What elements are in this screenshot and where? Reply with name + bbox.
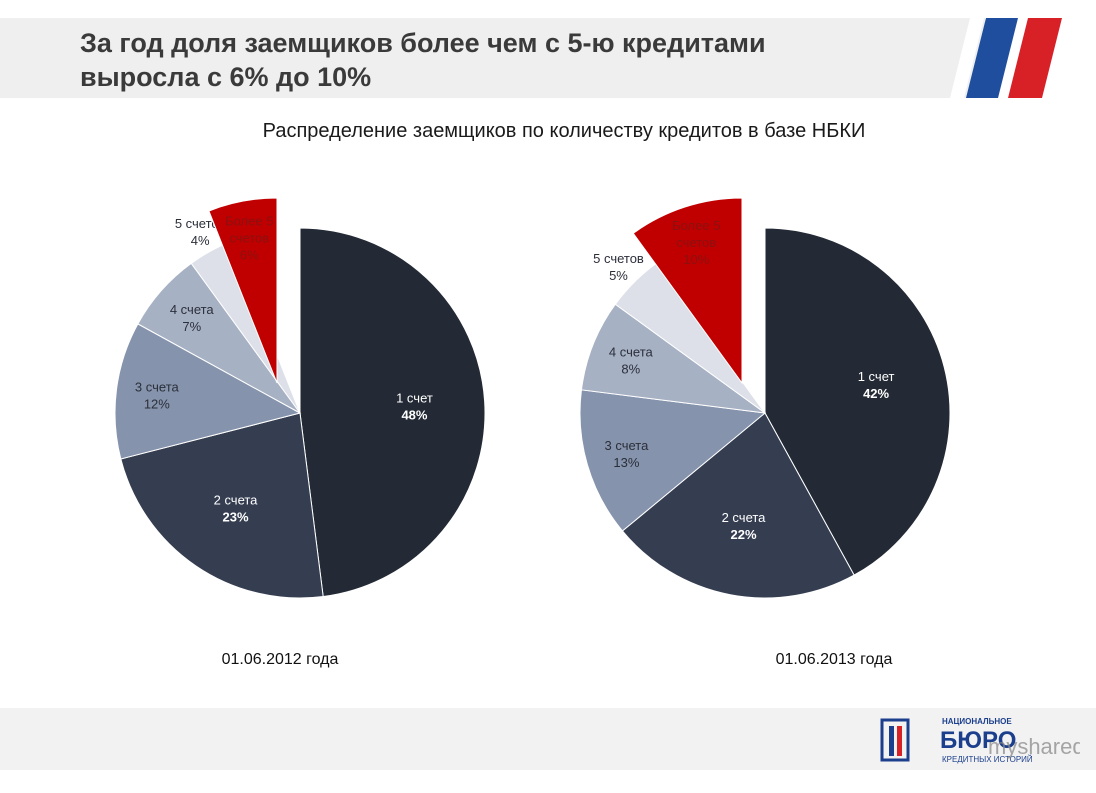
slice-label-1-5-1: счетов bbox=[676, 235, 716, 250]
slice-label-0-5-0: Более 5 bbox=[225, 214, 273, 229]
header-band bbox=[0, 18, 985, 98]
slice-label-1-0-1: 42% bbox=[863, 386, 889, 401]
pie-slice-0-1 bbox=[120, 412, 324, 599]
chart-caption-2013: 01.06.2013 года bbox=[775, 651, 893, 668]
pie-slice-1-1 bbox=[621, 412, 855, 599]
slice-label-1-4-1: 5% bbox=[609, 268, 628, 283]
pie-slice-1-2 bbox=[579, 389, 767, 532]
slice-label-0-2-1: 12% bbox=[144, 396, 170, 411]
pie-chart-1: 1 счет 42% 2 счета 22% 3 счета 13% 4 счета 8% 5 … bbox=[579, 197, 951, 599]
slice-label-1-0-0: 1 счет bbox=[858, 369, 895, 384]
nbki-logo: НАЦИОНАЛЬНОЕ БЮРО КРЕДИТНЫХ ИСТОРИЙ mysh… bbox=[880, 717, 1080, 764]
pie-slice-1-0 bbox=[764, 227, 951, 576]
pie-slice-1-5 bbox=[632, 197, 743, 385]
slide-title-line2: выросла с 6% до 10% bbox=[80, 62, 372, 92]
pie-slice-0-5 bbox=[208, 197, 278, 384]
watermark-text: myshared bbox=[988, 734, 1080, 759]
slice-label-1-2-1: 13% bbox=[613, 455, 639, 470]
slice-label-0-4-1: 4% bbox=[191, 233, 210, 248]
slice-label-0-5-2: 6% bbox=[240, 248, 259, 263]
slice-label-0-1-0: 2 счета bbox=[214, 492, 259, 507]
chart-heading: Распределение заемщиков по количеству кр… bbox=[262, 120, 866, 142]
slice-label-0-0-0: 1 счет bbox=[396, 390, 433, 405]
slice-label-0-5-1: счетов bbox=[229, 231, 269, 246]
pie-slice-1-3 bbox=[580, 303, 766, 414]
slice-label-0-2-0: 3 счета bbox=[135, 379, 180, 394]
slice-label-1-5-2: 10% bbox=[683, 252, 709, 267]
slide-title: За год доля заемщиков более чем с 5-ю кр… bbox=[80, 26, 880, 94]
slide-title-line1: За год доля заемщиков более чем с 5-ю кр… bbox=[80, 28, 766, 58]
slice-label-1-3-0: 4 счета bbox=[609, 344, 654, 359]
chart-caption-2012: 01.06.2012 года bbox=[221, 651, 339, 668]
slice-label-0-3-0: 4 счета bbox=[170, 302, 215, 317]
slice-label-0-1-1: 23% bbox=[223, 509, 249, 524]
logo-book-icon bbox=[880, 718, 910, 762]
footer-band bbox=[0, 708, 1096, 770]
flag-blue-stripe bbox=[966, 18, 1018, 98]
logo-main-text: БЮРО bbox=[940, 727, 1016, 754]
flag-red-stripe bbox=[1008, 18, 1062, 98]
slice-label-1-2-0: 3 счета bbox=[605, 438, 650, 453]
logo-bottom-text: КРЕДИТНЫХ ИСТОРИЙ bbox=[942, 755, 1033, 764]
pie-slice-0-2 bbox=[114, 323, 302, 460]
slice-label-1-3-1: 8% bbox=[621, 361, 640, 376]
pie-slice-0-0 bbox=[299, 227, 486, 598]
slice-label-1-1-0: 2 счета bbox=[722, 510, 767, 525]
slice-label-1-5-0: Более 5 bbox=[672, 218, 720, 233]
slice-label-0-3-1: 7% bbox=[182, 319, 201, 334]
flag-stripes-icon bbox=[950, 18, 1062, 98]
logo-top-text: НАЦИОНАЛЬНОЕ bbox=[942, 717, 1012, 726]
slice-label-1-1-1: 22% bbox=[730, 527, 756, 542]
slice-label-1-4-0: 5 счетов bbox=[593, 251, 644, 266]
slice-label-0-0-1: 48% bbox=[401, 407, 427, 422]
